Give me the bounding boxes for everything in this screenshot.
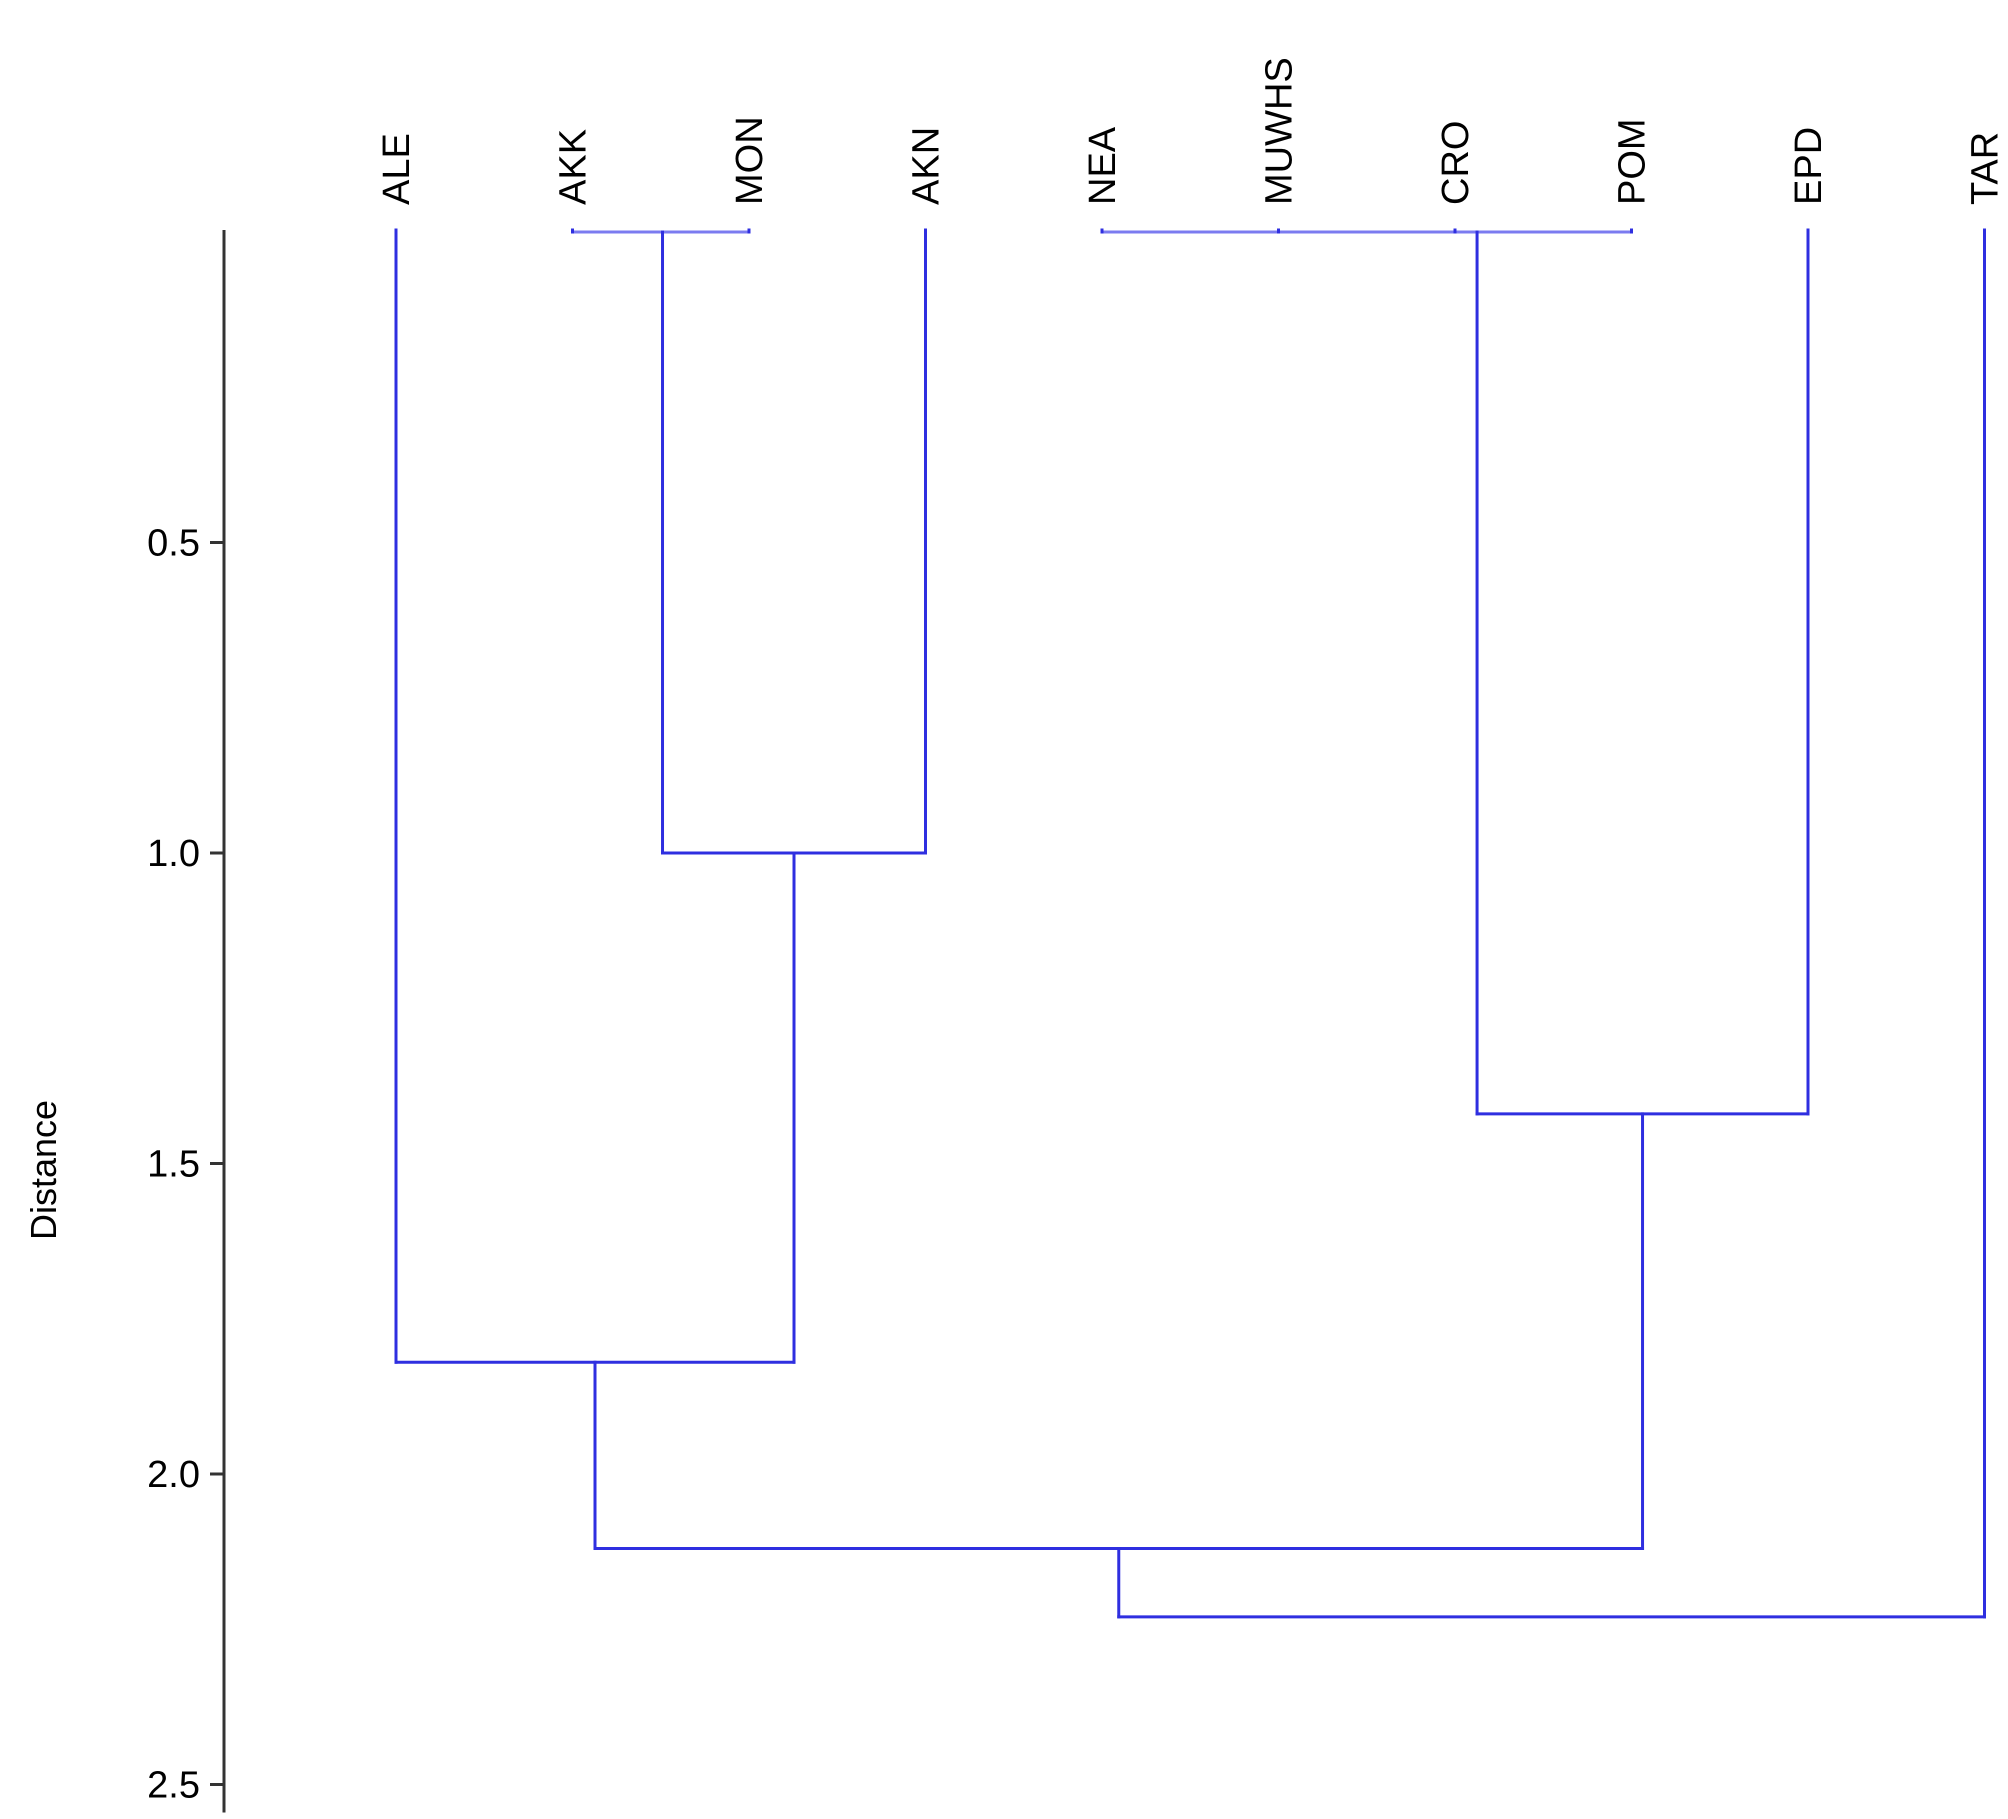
leaf-label: AKN bbox=[906, 127, 948, 205]
leaf-label: POM bbox=[1612, 118, 1654, 205]
y-tick-label: 2.5 bbox=[147, 1765, 200, 1807]
leaf-labels: ALE AKK MON AKN NEA MUWHS CRO POM EPD TAR bbox=[376, 57, 2007, 205]
dendrogram-links bbox=[394, 228, 1986, 1619]
leaf-label: ALE bbox=[376, 133, 418, 205]
y-tick-label: 1.5 bbox=[147, 1144, 200, 1186]
leaf-label: MON bbox=[729, 116, 771, 205]
y-tick-label: 0.5 bbox=[147, 523, 200, 565]
y-tick-label: 1.0 bbox=[147, 833, 200, 875]
leaf-label: CRO bbox=[1435, 121, 1477, 205]
leaf-label: AKK bbox=[553, 129, 595, 205]
leaf-label: NEA bbox=[1082, 126, 1124, 205]
leaf-label: MUWHS bbox=[1259, 57, 1301, 205]
y-tick-label: 2.0 bbox=[147, 1454, 200, 1496]
leaf-label: EPD bbox=[1788, 127, 1830, 205]
y-axis-title: Distance bbox=[23, 1100, 64, 1240]
leaf-label: TAR bbox=[1965, 132, 2007, 205]
y-axis: 0.5 1.0 1.5 2.0 2.5 bbox=[147, 230, 226, 1813]
